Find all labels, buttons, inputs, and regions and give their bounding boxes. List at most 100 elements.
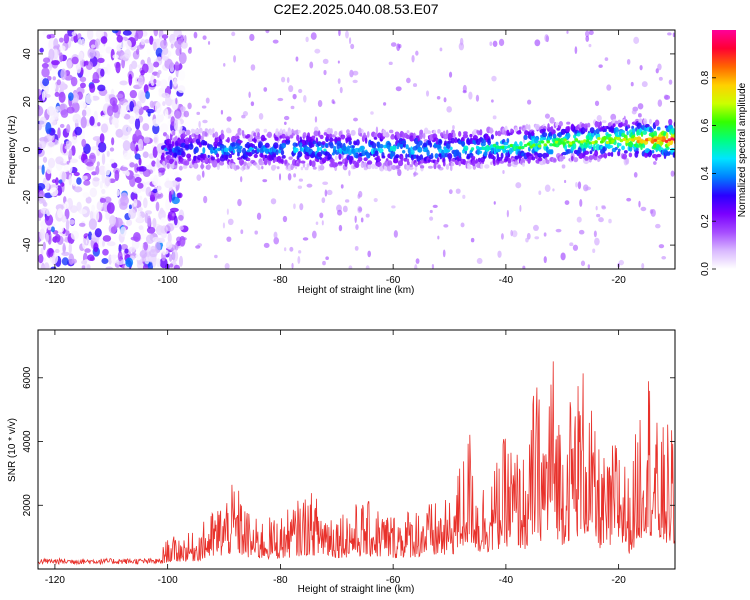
spectrogram-cell: [626, 130, 629, 136]
spectrogram-cell: [243, 161, 247, 167]
spectrogram-cell: [370, 111, 374, 115]
spectrogram-cell: [55, 156, 64, 165]
spectrogram-cell: [585, 139, 590, 143]
spectrogram-cell: [332, 161, 337, 168]
spectrogram-cell: [47, 225, 52, 231]
spectrogram-cell: [253, 146, 258, 150]
spectrogram-cell: [174, 161, 178, 166]
spectrogram-cell: [647, 137, 652, 141]
spectrogram-cell: [221, 153, 224, 159]
spectrogram-cell: [618, 259, 625, 266]
spectrogram-cell: [659, 141, 664, 146]
spectrogram-cell: [290, 105, 295, 110]
spectrogram-cell: [353, 140, 357, 146]
spectrogram-cell: [160, 79, 168, 90]
spectrogram-cell: [445, 129, 449, 136]
spectrogram-cell: [295, 165, 298, 170]
spectrogram-cell: [497, 156, 503, 162]
spectrogram-cell: [614, 136, 618, 140]
spectrogram-cell: [490, 134, 494, 140]
spectrogram-cell: [111, 117, 119, 126]
spectrogram-cell: [232, 146, 238, 150]
spectrogram-cell: [73, 186, 83, 193]
spectrogram-cell: [48, 37, 55, 50]
spectrogram-cell: [258, 161, 265, 166]
spectrogram-cell: [596, 115, 602, 122]
spectrogram-cell: [304, 166, 309, 171]
spectrogram-cell: [534, 154, 539, 159]
spectrogram-cell: [588, 30, 594, 36]
spectrogram-cell: [173, 215, 178, 226]
spectrogram-cell: [319, 134, 324, 140]
spectrogram-cell: [144, 39, 150, 44]
spectrogram-cell: [367, 250, 372, 258]
spectrogram-cell: [58, 225, 64, 233]
snr-y-label: SNR (10 * v/v): [7, 418, 18, 482]
spectrogram-cell: [71, 31, 77, 37]
spectrogram-cell: [406, 161, 410, 166]
spectrogram-cell: [574, 46, 578, 54]
spectrogram-cell: [85, 93, 94, 105]
spectrogram-cell: [508, 132, 511, 136]
spectrogram-cell: [626, 197, 632, 202]
spectrogram-cell: [139, 249, 148, 259]
spectrogram-cell: [436, 157, 440, 163]
spectrogram-cell: [406, 77, 411, 84]
spectrogram-cell: [562, 156, 566, 160]
spectrogram-cell: [640, 206, 647, 212]
spectrogram-cell: [564, 179, 567, 184]
spectrogram-cell: [61, 215, 67, 223]
spectrogram-cell: [295, 56, 299, 62]
spectrogram-cell: [642, 139, 646, 143]
spectrogram-cell: [178, 69, 186, 81]
spectrogram-cell: [601, 205, 606, 209]
spectrogram-cell: [61, 257, 69, 266]
spectrogram-cell: [443, 148, 449, 154]
spectrogram-cell: [274, 136, 279, 141]
spectrogram-cell: [119, 106, 126, 118]
spectrogram-cell: [443, 97, 447, 103]
spectrogram-cell: [45, 180, 50, 190]
spectrogram-cell: [592, 248, 596, 253]
spectrogram-cell: [204, 157, 208, 163]
spectrogram-cell: [44, 93, 51, 98]
spectrogram-cell: [390, 152, 395, 157]
spectrogram-cell: [415, 258, 420, 264]
spectrogram-cell: [555, 228, 562, 233]
spectrogram-cell: [76, 201, 82, 212]
spectrogram-cell: [309, 159, 313, 167]
spectrogram-cell: [583, 150, 590, 155]
spectrogram-cell: [109, 158, 115, 164]
spectrogram-cell: [437, 128, 441, 134]
spectrogram-cell: [649, 209, 654, 215]
spectrogram-cell: [281, 76, 286, 83]
spectrogram-cell: [519, 204, 522, 212]
spectrogram-cell: [357, 156, 363, 162]
spectrogram-cell: [600, 153, 605, 158]
spectrogram-cell: [374, 165, 379, 170]
spectrogram-cell: [112, 54, 119, 59]
spectrogram-cell: [198, 133, 201, 141]
spectrogram-cell: [410, 149, 415, 155]
spectrogram-cell: [179, 47, 182, 55]
spectrogram-cell: [52, 76, 56, 81]
spectrogram-cell: [102, 235, 112, 242]
spectrogram-cell: [85, 196, 92, 204]
spectrogram-cell: [105, 266, 114, 269]
spectrogram-cell: [321, 220, 324, 226]
spectrogram-cell: [203, 195, 208, 204]
spectrogram-cell: [226, 137, 230, 143]
spectrogram-cell: [173, 228, 179, 234]
spectrogram-cell: [417, 146, 423, 153]
spectrogram-cell: [122, 124, 131, 136]
spectrogram-cell: [365, 213, 370, 218]
spectrogram-cell: [497, 250, 502, 258]
spectrogram-cell: [38, 183, 46, 191]
spectrogram-cell: [661, 136, 666, 140]
spectrogram-cell: [481, 146, 486, 151]
spectrogram-cell: [566, 149, 572, 154]
spectrogram-cell: [330, 128, 333, 135]
spectrogram-cell: [491, 75, 497, 82]
spectrogram-cell: [610, 151, 614, 158]
spectrogram-cell: [585, 35, 590, 42]
